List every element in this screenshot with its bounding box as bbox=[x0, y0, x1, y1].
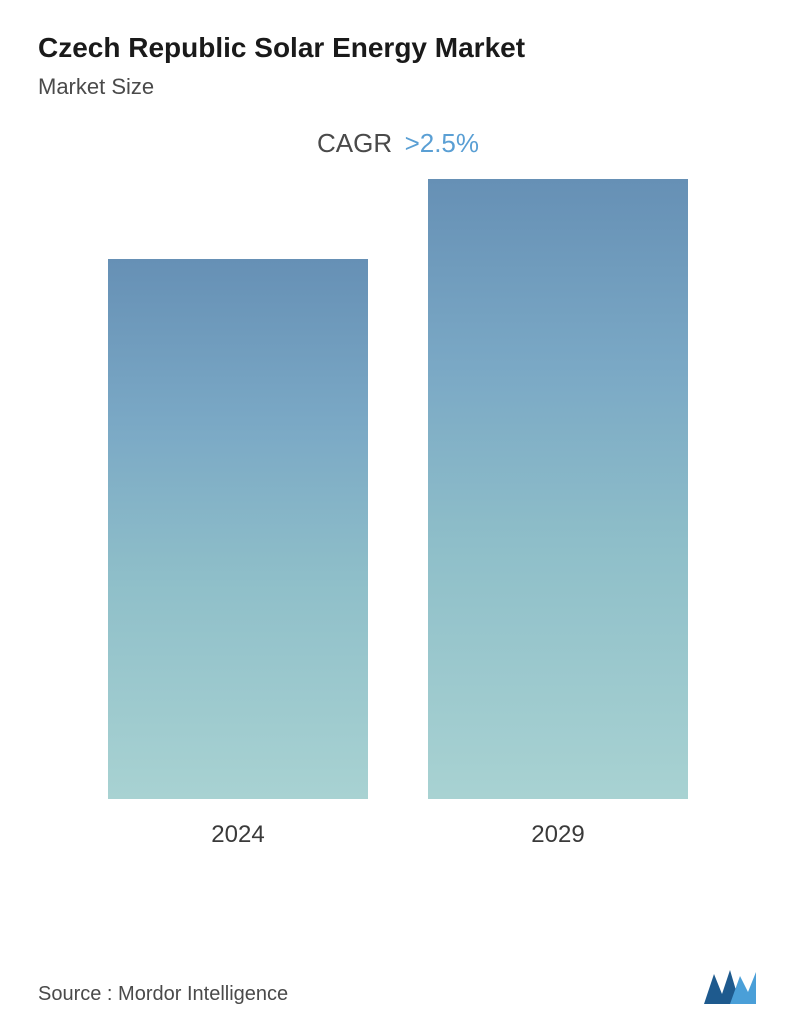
bar-0 bbox=[108, 259, 368, 799]
source-label: Source : bbox=[38, 983, 112, 1005]
cagr-label: CAGR bbox=[317, 128, 392, 158]
chart-subtitle: Market Size bbox=[38, 74, 758, 100]
footer: Source : Mordor Intelligence bbox=[38, 966, 758, 1006]
bar-group-0: 2024 bbox=[108, 259, 368, 849]
bar-1 bbox=[428, 179, 688, 799]
source-text: Source : Mordor Intelligence bbox=[38, 983, 288, 1006]
mordor-logo-icon bbox=[702, 966, 758, 1006]
cagr-value: >2.5% bbox=[405, 128, 479, 158]
source-name: Mordor Intelligence bbox=[118, 983, 288, 1005]
bar-group-1: 2029 bbox=[428, 179, 688, 849]
chart-area: 2024 2029 bbox=[38, 209, 758, 849]
bar-label-0: 2024 bbox=[211, 821, 264, 849]
bar-label-1: 2029 bbox=[531, 821, 584, 849]
chart-title: Czech Republic Solar Energy Market bbox=[38, 32, 758, 64]
cagr-container: CAGR >2.5% bbox=[38, 128, 758, 159]
